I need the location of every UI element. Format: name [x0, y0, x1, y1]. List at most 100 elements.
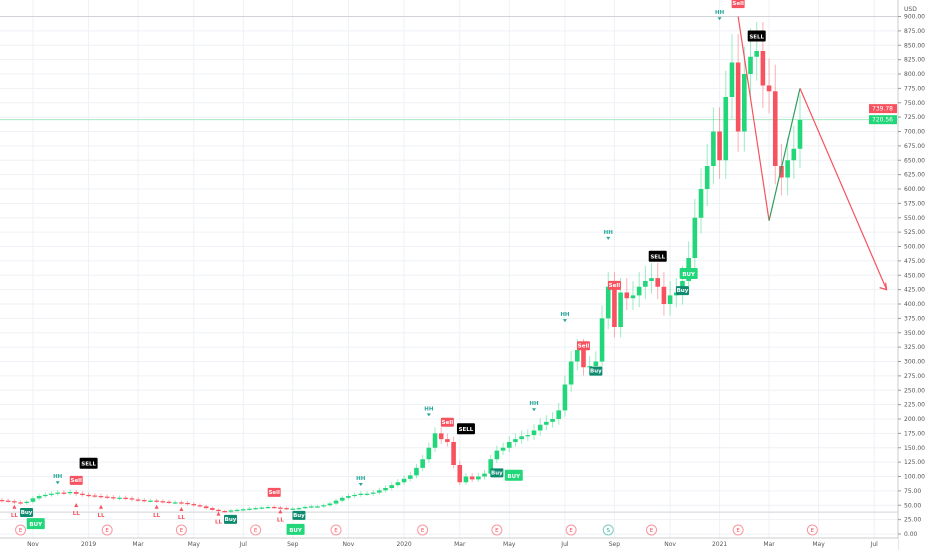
event-circle-icon[interactable]	[330, 524, 342, 536]
event-circle-icon[interactable]	[175, 524, 187, 536]
event-marker[interactable]: E	[175, 524, 187, 536]
currency-label: USD	[904, 6, 917, 13]
up-triangle-icon	[74, 503, 79, 508]
ll-label: LL	[73, 511, 81, 517]
sell-signal-text: Sell	[70, 478, 82, 484]
y-tick-label: 725.00	[904, 114, 925, 121]
event-circle-icon[interactable]	[491, 524, 503, 536]
sell-signal-label	[79, 457, 98, 469]
candle-body	[562, 384, 568, 411]
event-marker[interactable]: E	[15, 524, 27, 536]
candle-body	[160, 501, 166, 503]
candle-body	[766, 85, 772, 92]
sell-marker: Sell	[440, 417, 454, 427]
y-tick-label: 650.00	[904, 157, 925, 164]
event-circle-icon[interactable]	[15, 524, 27, 536]
sell-signal-text: SELL	[81, 462, 96, 468]
candle-body	[197, 505, 203, 507]
candle-body	[98, 496, 104, 498]
y-tick-label: 275.00	[904, 373, 925, 380]
y-tick-label: 325.00	[904, 344, 925, 351]
hh-label: HH	[604, 230, 614, 236]
event-circle-icon[interactable]	[101, 524, 113, 536]
candle-body	[506, 442, 512, 448]
candle-body	[643, 281, 648, 287]
candle-body	[581, 350, 586, 368]
event-marker[interactable]: E	[565, 524, 577, 536]
y-tick-label: 25.00	[904, 517, 921, 524]
y-tick-label: 125.00	[904, 459, 925, 466]
event-label: E	[180, 528, 184, 534]
buy-signal-label	[679, 267, 698, 279]
sell-signal-text: SELL	[650, 255, 665, 261]
event-marker[interactable]: E	[250, 524, 262, 536]
candle-body	[123, 497, 129, 499]
x-tick-label: May	[188, 541, 201, 548]
price-label: 720.56	[872, 117, 893, 124]
candle-body	[797, 120, 803, 149]
price-label-box	[869, 104, 897, 114]
event-circle-icon[interactable]	[417, 524, 429, 536]
event-marker[interactable]: E	[806, 524, 818, 536]
candle-body	[346, 496, 351, 498]
event-circle-icon[interactable]	[565, 524, 577, 536]
event-marker[interactable]: E	[417, 524, 429, 536]
y-tick-label: 75.00	[904, 488, 921, 495]
candle-body	[49, 493, 54, 495]
event-marker[interactable]: E	[646, 524, 658, 536]
candle-body	[377, 490, 382, 493]
hh-marker: HH	[560, 312, 570, 323]
candle-body	[772, 91, 778, 166]
candle-body	[513, 439, 518, 442]
x-tick-label: May	[812, 541, 825, 548]
sell-signal-label	[456, 423, 475, 435]
event-marker[interactable]: E	[732, 524, 744, 536]
candle-body	[785, 160, 790, 178]
buy-marker: Buy	[20, 508, 34, 518]
sell-signal-label	[69, 475, 83, 485]
down-triangle-icon	[55, 481, 60, 485]
buy-signal-label	[286, 523, 305, 535]
buy-signal-text: Buy	[293, 513, 305, 519]
event-marker[interactable]: E	[491, 524, 503, 536]
hh-label: HH	[529, 401, 539, 407]
candle-body	[73, 492, 79, 494]
candle-body	[247, 508, 252, 510]
buy-signal-label	[26, 518, 45, 530]
y-tick-label: 450.00	[904, 272, 925, 279]
candle-body	[649, 278, 654, 281]
y-tick-label: 825.00	[904, 57, 925, 64]
event-circle-icon[interactable]	[250, 524, 262, 536]
event-marker[interactable]: S	[602, 524, 614, 536]
x-tick-label: 2020	[396, 541, 411, 548]
zigzag-line	[768, 88, 801, 221]
event-circle-icon[interactable]	[602, 524, 614, 536]
candle-body	[407, 475, 413, 479]
x-tick-label: Jul	[560, 541, 569, 548]
candle-body	[735, 62, 741, 132]
event-marker[interactable]: E	[101, 524, 113, 536]
y-tick-label: 225.00	[904, 402, 925, 409]
down-triangle-icon	[562, 319, 567, 323]
event-label: E	[650, 528, 654, 534]
buy-signal-text: Buy	[491, 470, 503, 476]
sell-marker: Sell	[576, 341, 590, 351]
sell-signal-label	[267, 487, 281, 497]
candle-body	[704, 166, 710, 189]
candle-body	[104, 496, 110, 498]
buy-signal-text: BUY	[289, 528, 303, 534]
y-tick-label: 850.00	[904, 42, 925, 49]
x-tick-label: Sep	[287, 541, 299, 548]
candle-body	[624, 292, 630, 299]
event-circle-icon[interactable]	[732, 524, 744, 536]
candle-body	[599, 318, 605, 362]
event-circle-icon[interactable]	[806, 524, 818, 536]
event-marker[interactable]: E	[330, 524, 342, 536]
time-axis[interactable]	[0, 538, 898, 550]
x-tick-label: Nov	[27, 541, 39, 548]
price-axis[interactable]	[898, 0, 932, 550]
ll-marker: LL	[73, 503, 81, 517]
event-circle-icon[interactable]	[646, 524, 658, 536]
candle-body	[216, 509, 221, 512]
